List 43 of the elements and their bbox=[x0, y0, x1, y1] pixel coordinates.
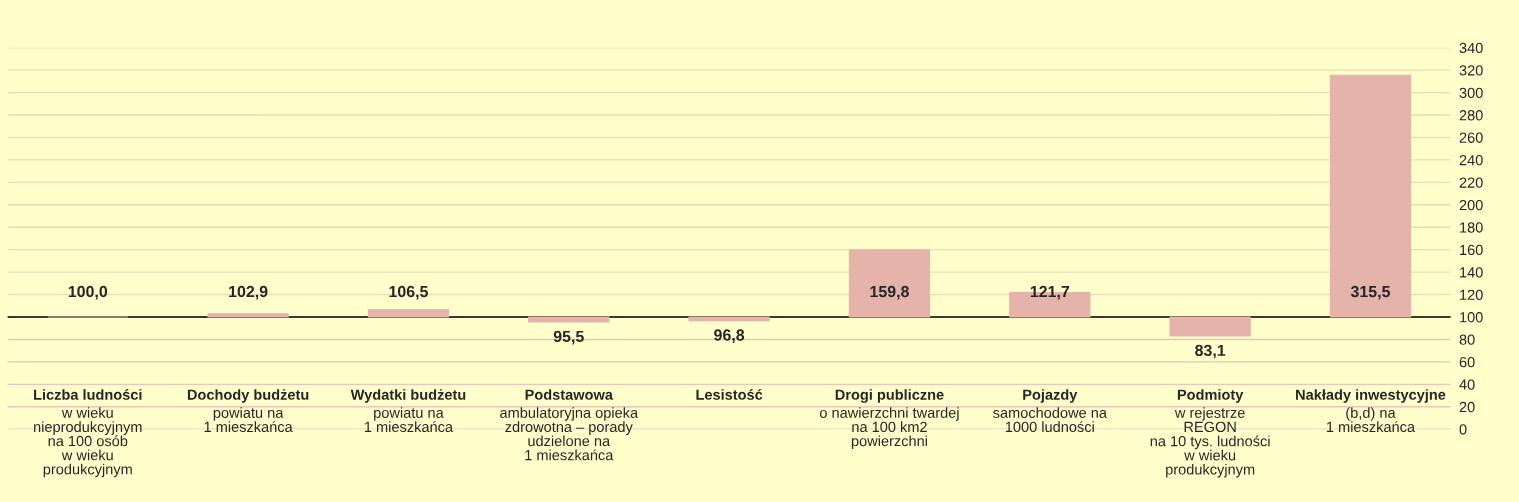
x-tick-label: Lesistość bbox=[696, 389, 763, 400]
y-tick-label: 320 bbox=[1459, 65, 1483, 76]
y-tick-label: 120 bbox=[1460, 289, 1483, 300]
data-label: 121,7 bbox=[1030, 285, 1070, 300]
y-tick-label: 280 bbox=[1459, 110, 1483, 121]
x-tick-label: Pojazdy samochodowe na 1000 ludności bbox=[993, 389, 1107, 433]
y-tick-label: 240 bbox=[1459, 155, 1483, 166]
y-tick-label: 340 bbox=[1459, 42, 1483, 54]
data-label: 100,0 bbox=[68, 285, 108, 300]
y-tick-label: 20 bbox=[1459, 401, 1475, 413]
data-label: 106,5 bbox=[389, 285, 428, 300]
x-tick-label: Podstawowa ambulatoryjna opieka zdrowotna – porady udzielone na 1 mieszkańca bbox=[500, 389, 639, 461]
bar bbox=[1329, 74, 1412, 318]
data-label: 315,5 bbox=[1350, 285, 1391, 300]
x-tick-label: Nakłady inwestycyjne (b,d) na 1 mieszkańca bbox=[1296, 389, 1446, 433]
bar bbox=[367, 309, 450, 318]
y-tick-label: 80 bbox=[1459, 334, 1475, 345]
x-tick-label: Dochody budżetu powiatu na 1 mieszkańca bbox=[187, 389, 309, 433]
x-tick-label: Drogi publiczne o nawierzchni twardej na 100 km2 powierzchni bbox=[819, 389, 959, 450]
data-label: 102,9 bbox=[229, 285, 268, 300]
bar bbox=[1169, 316, 1251, 337]
y-tick-label: 260 bbox=[1459, 132, 1483, 143]
bar bbox=[528, 316, 610, 323]
y-tick-label: 220 bbox=[1459, 177, 1483, 188]
bar bbox=[207, 313, 289, 318]
y-tick-label: 60 bbox=[1459, 356, 1475, 368]
x-tick-label: Wydatki budżetu powiatu na 1 mieszkańca bbox=[350, 389, 466, 433]
data-label: 95,5 bbox=[553, 330, 584, 345]
x-tick-label: Podmioty w rejestrze REGON na 10 tys. ludności w wieku produkcyjnym bbox=[1150, 389, 1270, 478]
data-label: 83,1 bbox=[1195, 344, 1226, 359]
bar bbox=[688, 316, 770, 322]
y-tick-label: 140 bbox=[1460, 267, 1483, 278]
y-tick-label: 180 bbox=[1460, 222, 1483, 233]
y-tick-label: 200 bbox=[1459, 199, 1483, 211]
y-tick-label: 0 bbox=[1459, 424, 1467, 435]
y-tick-label: 300 bbox=[1459, 87, 1483, 98]
y-tick-label: 100 bbox=[1460, 312, 1483, 323]
y-tick-label: 160 bbox=[1460, 244, 1483, 256]
y-tick-label: 40 bbox=[1459, 379, 1475, 390]
x-tick-label: Liczba ludności w wieku nieprodukcyjnym na 100 osób w wieku produkcyjnym bbox=[34, 389, 142, 478]
bar bbox=[848, 249, 931, 318]
data-label: 96,8 bbox=[714, 329, 745, 343]
data-label: 159,8 bbox=[870, 285, 909, 300]
